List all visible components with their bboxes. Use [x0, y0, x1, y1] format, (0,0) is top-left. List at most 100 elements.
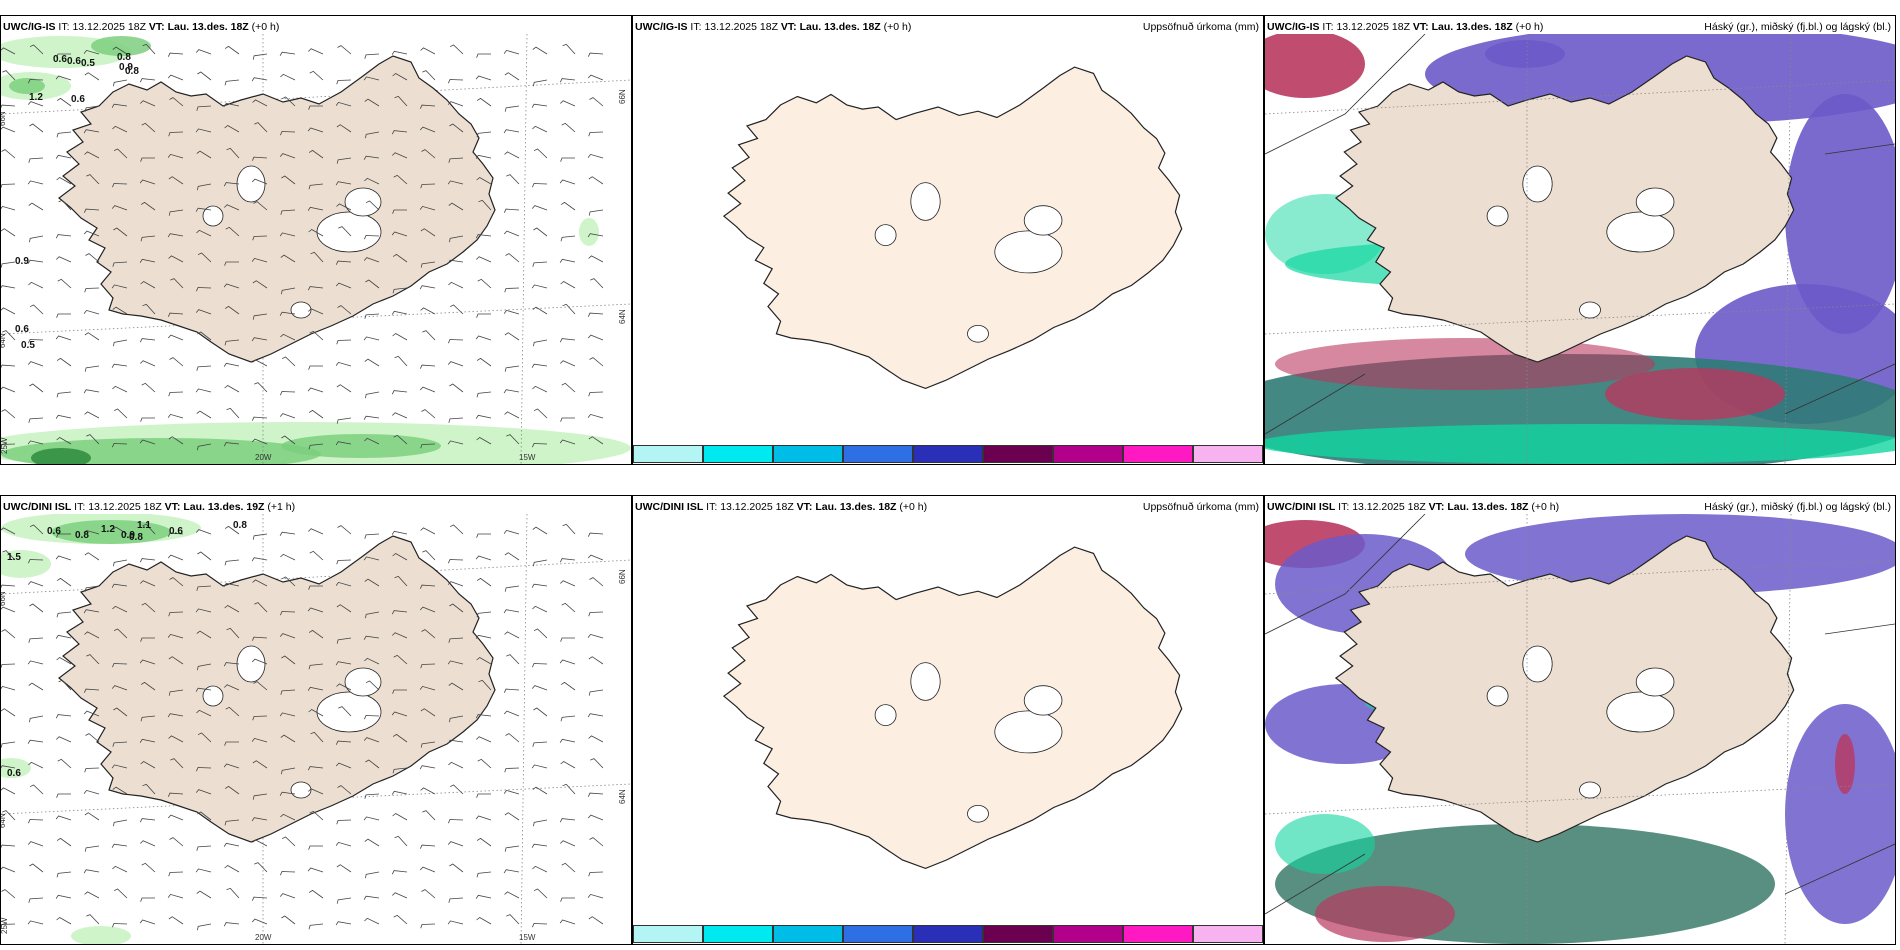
wind-barb — [587, 633, 604, 639]
wind-barb — [307, 686, 324, 691]
wind-barb — [279, 51, 296, 56]
wind-barb — [197, 331, 212, 341]
wind-barb — [1, 765, 16, 769]
glacier — [967, 804, 989, 823]
wind-barb — [419, 606, 436, 613]
precip-legend: 110255075100150200400 — [633, 911, 1263, 944]
wind-barb — [365, 391, 380, 399]
wind-barb — [335, 740, 352, 745]
wind-barb — [449, 784, 464, 795]
glacier — [1486, 205, 1509, 227]
wind-barb — [251, 438, 268, 445]
wind-barb — [308, 788, 324, 795]
wind-barb — [56, 793, 71, 798]
wind-barb — [503, 230, 520, 237]
wind-barb — [419, 285, 436, 290]
wind-barb — [504, 891, 520, 899]
wind-barb — [56, 53, 71, 58]
wind-barb — [29, 123, 44, 133]
forecast-offset: (+0 h) — [251, 21, 280, 33]
wind-barb — [448, 559, 464, 564]
wind-barb — [140, 281, 156, 289]
wind-barb — [560, 201, 576, 211]
wind-barb — [335, 661, 352, 666]
wind-barb — [169, 837, 184, 847]
wind-barb — [475, 154, 492, 159]
wind-barb — [562, 783, 576, 795]
wind-barb — [338, 226, 352, 237]
wind-barb — [55, 75, 72, 81]
wind-barbs — [1, 43, 604, 451]
precip-value-label: 0.9 — [119, 62, 133, 73]
wind-barb — [476, 131, 492, 138]
iceland-coastline — [1334, 535, 1795, 843]
wind-barb — [226, 887, 240, 899]
wind-barb — [1, 787, 16, 795]
wind-barb — [476, 871, 492, 878]
wind-barb — [447, 259, 464, 264]
longitude-label: 25W — [1, 917, 9, 934]
latitude-line — [1265, 79, 1895, 115]
latitude-line — [1265, 559, 1895, 595]
border-line — [1265, 34, 1426, 155]
wind-barb — [196, 365, 212, 371]
wind-barb — [447, 739, 464, 744]
init-time: 13.12.2025 18Z — [720, 501, 794, 513]
wind-barb — [140, 201, 156, 211]
cloud-area — [1835, 734, 1855, 794]
wind-barb — [251, 77, 268, 82]
wind-barb — [56, 533, 71, 538]
wind-barb — [1, 889, 16, 899]
wind-barb — [365, 200, 380, 211]
wind-barb — [167, 153, 184, 159]
precip-value-label: 1.2 — [101, 524, 115, 535]
graticule — [1265, 514, 1895, 944]
wind-barb — [168, 391, 184, 397]
wind-barb — [56, 256, 72, 263]
wind-barb — [168, 255, 184, 263]
wind-barb — [280, 611, 296, 616]
wind-barb — [83, 49, 100, 55]
wind-barb — [252, 579, 268, 587]
precip-area — [71, 926, 131, 944]
longitude-line — [520, 514, 528, 944]
wind-barb — [560, 417, 575, 422]
wind-barb — [139, 338, 156, 343]
precip-area — [91, 36, 151, 56]
wind-barb — [29, 524, 44, 535]
wind-barb — [224, 261, 239, 266]
wind-barb — [112, 46, 128, 55]
wind-barb — [167, 334, 184, 341]
wind-barb — [111, 284, 128, 289]
wind-barb — [310, 251, 324, 263]
wind-barb — [587, 814, 604, 821]
wind-barb — [1, 126, 16, 133]
wind-barb — [197, 71, 212, 81]
wind-barb — [336, 339, 352, 345]
wind-barb — [195, 529, 212, 535]
wind-barb — [559, 78, 576, 83]
wind-barb — [111, 103, 128, 108]
wind-barb — [86, 174, 100, 185]
wind-barb — [532, 385, 548, 393]
wind-barb — [83, 230, 100, 237]
wind-barb — [223, 662, 240, 667]
border-line — [1265, 373, 1366, 435]
wind-barb — [337, 785, 352, 795]
wind-barb — [56, 177, 72, 185]
wind-barb — [168, 689, 184, 696]
wind-barb — [364, 53, 380, 59]
wind-barb — [589, 577, 604, 587]
init-time: 13.12.2025 18Z — [72, 21, 146, 33]
wind-barb — [392, 253, 408, 263]
wind-barb — [223, 102, 240, 107]
wind-barb — [476, 917, 492, 925]
cloud-area — [1275, 814, 1375, 874]
wind-barb — [588, 871, 604, 877]
wind-barb — [562, 303, 576, 315]
forecast-offset: (+0 h) — [1531, 501, 1560, 513]
wind-barb — [224, 559, 240, 566]
latitude-line — [1265, 303, 1895, 335]
wind-barb — [112, 786, 128, 795]
glacier — [290, 301, 312, 319]
